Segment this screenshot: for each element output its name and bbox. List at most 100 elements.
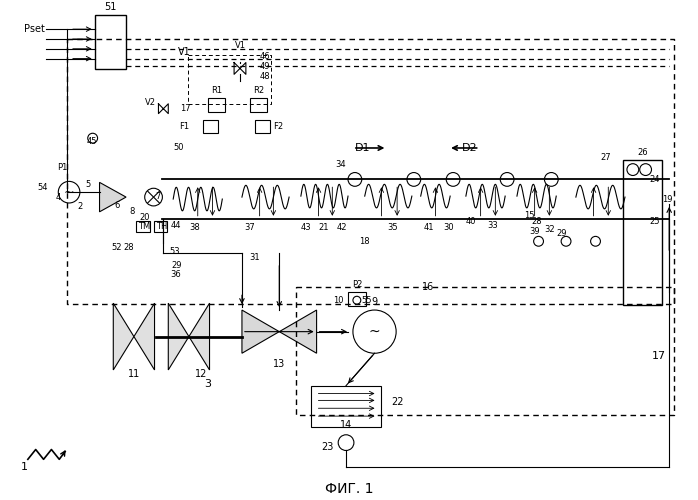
Text: 36: 36 [171,270,181,279]
Text: D1: D1 [355,143,371,153]
Text: 6: 6 [114,202,120,210]
Bar [136,220,149,232]
Text: 17: 17 [179,104,191,113]
Circle shape [500,172,514,186]
Text: TM: TM [138,222,150,231]
Text: 55: 55 [362,296,372,304]
Text: 11: 11 [128,369,140,379]
Text: 9: 9 [371,297,378,307]
Text: 7: 7 [156,192,161,200]
Text: 16: 16 [422,282,435,292]
Text: 52: 52 [111,242,121,252]
Circle shape [144,188,163,206]
Bar [623,160,662,305]
Text: R2: R2 [253,86,265,95]
Text: ФИГ. 1: ФИГ. 1 [325,482,373,496]
Circle shape [88,134,98,143]
Text: 22: 22 [392,398,403,407]
Text: 27: 27 [600,154,611,162]
Text: 39: 39 [529,227,540,236]
Polygon shape [242,310,279,354]
Text: 1: 1 [20,462,27,472]
Circle shape [353,296,361,304]
Text: ~: ~ [369,324,380,338]
Text: 29: 29 [556,229,566,238]
Text: 29: 29 [171,262,181,270]
Text: 54: 54 [37,183,47,192]
Circle shape [59,182,80,203]
Bar [207,98,225,112]
Circle shape [534,236,544,246]
Text: Pset: Pset [24,24,45,34]
Text: 45: 45 [87,136,97,145]
Text: V1: V1 [235,41,246,50]
Text: 17: 17 [652,351,666,361]
Bar [95,16,126,70]
Text: R1: R1 [211,86,222,95]
Circle shape [353,310,396,354]
Bar [348,292,366,306]
Text: V2: V2 [144,98,156,108]
Text: 51: 51 [104,2,117,12]
Text: 25: 25 [649,217,660,226]
Bar [255,120,270,134]
Text: 50: 50 [173,144,184,152]
Text: 38: 38 [189,223,200,232]
Text: 12: 12 [195,369,207,379]
Text: 20: 20 [140,213,150,222]
Polygon shape [113,303,134,370]
Text: 4: 4 [56,192,61,202]
Text: 53: 53 [170,246,181,256]
Polygon shape [100,182,126,212]
Text: P2: P2 [352,280,362,289]
Text: F2: F2 [274,122,283,131]
Text: 10: 10 [334,296,344,304]
Polygon shape [168,303,189,370]
Text: 28: 28 [124,242,134,252]
Text: 2: 2 [77,202,82,211]
Circle shape [339,435,354,450]
Text: 46: 46 [260,52,270,61]
Circle shape [544,172,558,186]
Circle shape [591,236,600,246]
Bar [154,220,168,232]
Text: 3: 3 [204,378,211,388]
Polygon shape [279,310,317,354]
Text: 14: 14 [340,420,352,430]
Text: ~: ~ [64,186,75,198]
Polygon shape [189,303,209,370]
Bar [311,386,381,427]
Text: 28: 28 [531,217,542,226]
Text: 19: 19 [662,194,673,203]
Text: 30: 30 [443,223,454,232]
Text: 21: 21 [318,223,329,232]
Text: 40: 40 [466,217,476,226]
Circle shape [348,172,362,186]
Text: 13: 13 [273,359,285,369]
Circle shape [639,164,651,175]
Text: 49: 49 [260,62,270,71]
Text: 42: 42 [337,223,348,232]
Text: 23: 23 [321,442,333,452]
Bar [202,120,218,134]
Text: 41: 41 [423,223,433,232]
Text: P1: P1 [57,163,67,172]
Circle shape [561,236,571,246]
Circle shape [407,172,421,186]
Text: 26: 26 [637,148,648,158]
Text: 24: 24 [650,175,660,184]
Text: D2: D2 [462,143,477,153]
Polygon shape [134,303,154,370]
Text: 33: 33 [487,221,498,230]
Text: 15: 15 [524,212,535,220]
Text: 43: 43 [300,223,311,232]
Text: 5: 5 [85,180,90,189]
Text: 48: 48 [260,72,270,81]
Text: 18: 18 [359,237,370,246]
Text: 35: 35 [387,223,398,232]
Text: 34: 34 [335,160,346,169]
Circle shape [446,172,460,186]
Text: 37: 37 [244,223,255,232]
Text: F1: F1 [179,122,189,131]
Text: 32: 32 [544,225,555,234]
